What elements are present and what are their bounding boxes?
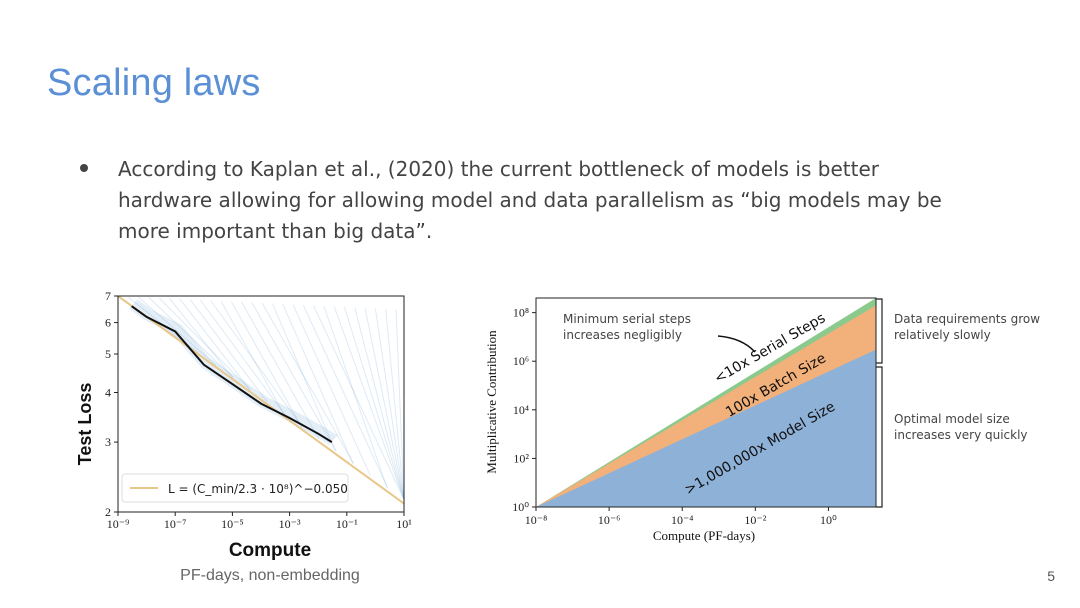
x-tick-label: 10⁻² xyxy=(744,513,766,527)
x-tick-label: 10¹ xyxy=(396,517,412,531)
plot-frame xyxy=(117,295,405,513)
y-tick-label: 5 xyxy=(105,347,111,361)
y-tick-label: 10⁸ xyxy=(513,306,529,320)
learning-curve xyxy=(230,301,302,427)
y-tick-label: 3 xyxy=(105,435,111,449)
page-number: 5 xyxy=(1047,568,1055,584)
x-tick-label: 10⁻¹ xyxy=(336,517,358,531)
learning-curve xyxy=(179,298,251,390)
learning-curve xyxy=(271,303,336,451)
x-axis-label: Compute xyxy=(229,540,311,561)
learning-curve xyxy=(138,296,217,366)
learning-curve xyxy=(323,305,388,488)
y-axis-label: Test Loss xyxy=(75,383,95,466)
learning-curve xyxy=(385,309,405,500)
x-axis-label: Compute (PF-days) xyxy=(653,528,755,543)
y-tick-label: 2 xyxy=(105,505,111,519)
learning-curve xyxy=(374,308,405,500)
y-tick-label: 10⁰ xyxy=(512,500,529,514)
y-tick-label: 10² xyxy=(513,451,529,465)
model-annotation-line1: Optimal model size xyxy=(894,412,1010,426)
x-tick-label: 10⁻³ xyxy=(279,517,301,531)
x-tick-label: 10⁻⁶ xyxy=(598,513,621,527)
learning-curve xyxy=(199,299,286,415)
learning-curve xyxy=(282,303,354,464)
x-axis-sublabel: PF-days, non-embedding xyxy=(180,567,360,584)
learning-curve xyxy=(395,309,405,500)
learning-curve xyxy=(241,301,320,440)
x-tick-label: 10⁰ xyxy=(820,513,837,527)
plot-frame xyxy=(535,297,877,508)
learning-curve xyxy=(344,307,405,500)
learning-curve xyxy=(220,300,285,415)
y-tick-label: 10⁶ xyxy=(513,354,529,368)
y-tick-label: 10⁴ xyxy=(513,403,529,417)
learning-curve xyxy=(364,308,405,500)
frontier-line xyxy=(131,305,333,443)
legend-label: L = (C_min/2.3 · 10⁸)^−0.050 xyxy=(168,482,348,496)
legend-box xyxy=(121,473,349,503)
data-annotation-line1: Data requirements grow xyxy=(894,312,1040,326)
learning-curve xyxy=(292,304,371,476)
learning-curve xyxy=(333,306,405,500)
serial-annotation-line1: Minimum serial steps xyxy=(563,312,691,326)
x-tick-label: 10⁻⁹ xyxy=(107,517,130,531)
learning-curve xyxy=(210,300,303,428)
learning-curve xyxy=(148,297,234,379)
learning-curve xyxy=(261,302,355,465)
annotation-arrow xyxy=(717,335,756,353)
y-tick-label: 4 xyxy=(105,385,111,399)
learning-curve xyxy=(158,297,252,391)
learning-curve xyxy=(313,305,405,500)
area-0 xyxy=(536,349,876,507)
learning-curve xyxy=(169,298,233,378)
data-bracket xyxy=(876,298,883,364)
y-tick-label: 7 xyxy=(105,289,111,303)
x-tick-label: 10⁻⁷ xyxy=(164,517,187,531)
model-bracket xyxy=(876,366,883,508)
learning-curve xyxy=(189,299,268,403)
y-tick-label: 6 xyxy=(105,316,111,330)
y-axis-label: Multiplicative Contribution xyxy=(484,330,499,474)
learning-curve xyxy=(251,302,337,452)
x-tick-label: 10⁻⁸ xyxy=(525,513,548,527)
learning-curve xyxy=(354,307,405,500)
data-annotation-line2: relatively slowly xyxy=(894,328,991,342)
bullet-marker xyxy=(80,164,88,172)
fit-line xyxy=(117,295,405,505)
learning-curve xyxy=(302,304,389,489)
serial-annotation-line2: increases negligibly xyxy=(563,328,682,342)
slide-title: Scaling laws xyxy=(47,62,261,104)
x-tick-label: 10⁻⁵ xyxy=(221,517,244,531)
model-annotation-line2: increases very quickly xyxy=(894,428,1028,442)
bullet-text: According to Kaplan et al., (2020) the c… xyxy=(118,157,942,243)
x-tick-label: 10⁻⁴ xyxy=(671,513,694,527)
curve-band xyxy=(128,299,338,445)
